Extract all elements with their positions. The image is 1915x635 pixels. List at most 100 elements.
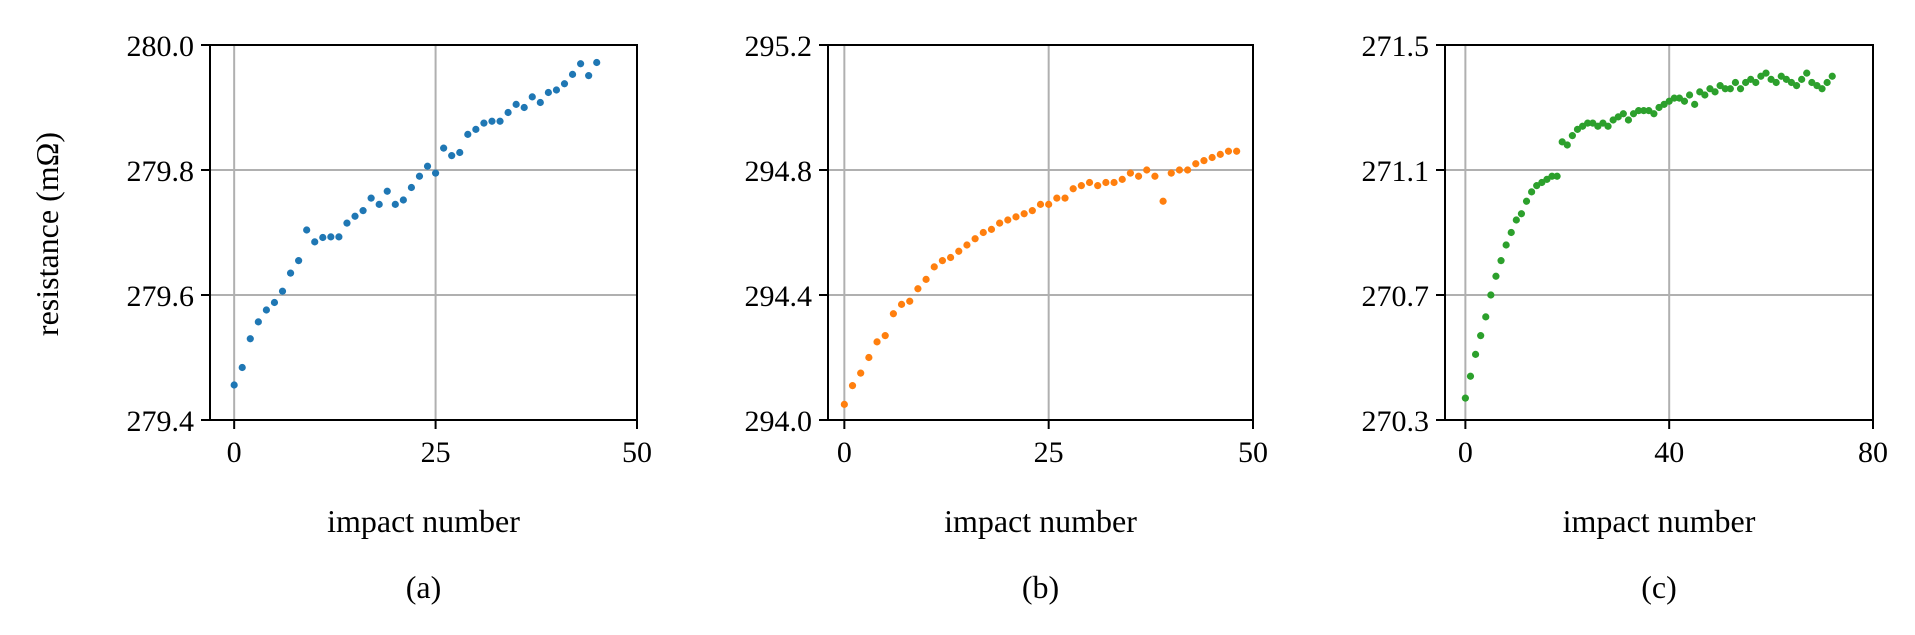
data-point-b-29 — [1077, 182, 1085, 190]
data-point-b-13 — [946, 253, 955, 262]
data-point-b-16 — [971, 235, 979, 243]
data-point-a-14 — [343, 219, 351, 227]
data-point-b-0 — [840, 400, 848, 408]
x-axis-label-b: impact number — [944, 503, 1137, 539]
data-point-b-27 — [1061, 194, 1069, 202]
data-point-a-9 — [303, 226, 311, 234]
data-point-a-23 — [415, 172, 424, 180]
data-point-a-42 — [568, 70, 577, 78]
data-point-c-34 — [1635, 107, 1643, 115]
data-point-c-17 — [1548, 172, 1556, 180]
data-point-b-17 — [979, 228, 987, 237]
data-point-c-28 — [1604, 122, 1612, 130]
data-point-b-30 — [1085, 178, 1094, 187]
data-point-b-20 — [1004, 216, 1012, 224]
data-point-c-10 — [1512, 216, 1520, 224]
data-point-c-9 — [1507, 228, 1515, 237]
data-point-c-7 — [1497, 257, 1505, 265]
data-point-b-37 — [1143, 166, 1151, 174]
x-tick-label-c-2: 80 — [1858, 436, 1888, 469]
data-point-c-53 — [1731, 78, 1740, 87]
data-point-b-9 — [914, 285, 922, 293]
data-point-c-11 — [1517, 210, 1526, 218]
axes-frame-c — [1444, 44, 1874, 421]
panels: 0 25 50 279.4 279.6 279.8 280.0 impact number (a… — [127, 30, 1889, 605]
y-tick-label-a-2: 279.8 — [127, 155, 195, 188]
data-point-b-43 — [1192, 160, 1200, 168]
data-point-a-22 — [407, 183, 416, 192]
data-point-a-26 — [440, 144, 448, 152]
data-point-a-28 — [456, 148, 464, 157]
data-point-c-2 — [1471, 350, 1480, 358]
panel-a: 0 25 50 279.4 279.6 279.8 280.0 impact number (a… — [127, 30, 653, 605]
data-point-a-21 — [399, 196, 407, 204]
data-point-c-5 — [1487, 291, 1495, 299]
data-point-c-70 — [1818, 85, 1826, 93]
data-point-a-0 — [230, 381, 238, 389]
data-point-a-24 — [423, 162, 432, 170]
x-tick-label-b-1: 25 — [1034, 436, 1064, 469]
data-point-b-11 — [930, 263, 938, 271]
data-point-b-25 — [1045, 200, 1053, 208]
data-point-b-4 — [873, 338, 881, 346]
x-tick-label-a-2: 50 — [622, 436, 652, 469]
data-point-c-1 — [1466, 372, 1475, 380]
data-point-a-16 — [359, 207, 367, 215]
data-point-c-31 — [1619, 110, 1627, 118]
data-point-a-15 — [351, 212, 359, 220]
data-point-c-51 — [1721, 85, 1729, 93]
data-point-c-72 — [1828, 72, 1836, 80]
data-point-c-4 — [1482, 313, 1490, 321]
x-tick-label-b-2: 50 — [1238, 436, 1268, 469]
data-point-a-3 — [254, 318, 262, 326]
data-point-b-26 — [1053, 194, 1061, 202]
data-point-b-41 — [1175, 166, 1184, 174]
data-point-c-20 — [1563, 141, 1571, 149]
x-axis-label-c: impact number — [1563, 503, 1756, 539]
data-point-b-33 — [1110, 178, 1118, 187]
data-point-a-40 — [552, 86, 561, 94]
data-point-c-61 — [1772, 78, 1780, 87]
data-point-a-43 — [577, 60, 585, 68]
caption-a: (a) — [406, 569, 442, 605]
data-point-b-24 — [1036, 200, 1045, 208]
data-point-a-36 — [520, 103, 528, 112]
data-point-b-2 — [857, 369, 865, 377]
data-point-c-13 — [1528, 188, 1536, 196]
data-point-c-0 — [1461, 394, 1469, 402]
data-point-b-3 — [865, 353, 873, 362]
data-point-c-52 — [1726, 85, 1734, 93]
data-point-a-13 — [335, 233, 343, 241]
data-point-b-7 — [897, 300, 906, 308]
data-point-b-10 — [922, 275, 930, 283]
data-point-b-23 — [1028, 207, 1036, 215]
data-point-b-48 — [1233, 147, 1241, 155]
data-point-b-22 — [1020, 210, 1028, 218]
data-point-c-12 — [1522, 197, 1531, 205]
data-point-a-5 — [270, 298, 279, 307]
data-point-a-37 — [528, 93, 536, 101]
data-point-a-33 — [496, 117, 504, 125]
x-tick-label-a-0: 0 — [227, 436, 242, 469]
y-tick-label-a-3: 280.0 — [127, 30, 195, 63]
data-point-c-21 — [1568, 132, 1576, 140]
data-point-a-35 — [512, 100, 520, 108]
data-point-c-43 — [1680, 97, 1689, 105]
data-point-a-29 — [464, 130, 472, 138]
data-point-b-31 — [1094, 182, 1102, 190]
caption-c: (c) — [1641, 569, 1677, 605]
data-point-c-35 — [1640, 107, 1648, 115]
data-point-a-25 — [431, 169, 440, 177]
data-point-b-19 — [996, 219, 1004, 227]
data-point-a-4 — [262, 306, 270, 314]
y-tick-label-c-2: 271.1 — [1362, 155, 1430, 188]
data-point-c-3 — [1477, 332, 1485, 340]
y-tick-label-b-2: 294.8 — [745, 155, 813, 188]
panel-c: 0 40 80 270.3 270.7 271.1 271.5 impact number (c… — [1362, 30, 1889, 605]
caption-b: (b) — [1022, 569, 1059, 605]
data-point-b-12 — [938, 257, 947, 265]
data-point-b-15 — [963, 241, 971, 249]
data-point-b-18 — [987, 225, 996, 233]
data-point-a-45 — [593, 58, 601, 67]
data-point-b-44 — [1200, 157, 1208, 165]
